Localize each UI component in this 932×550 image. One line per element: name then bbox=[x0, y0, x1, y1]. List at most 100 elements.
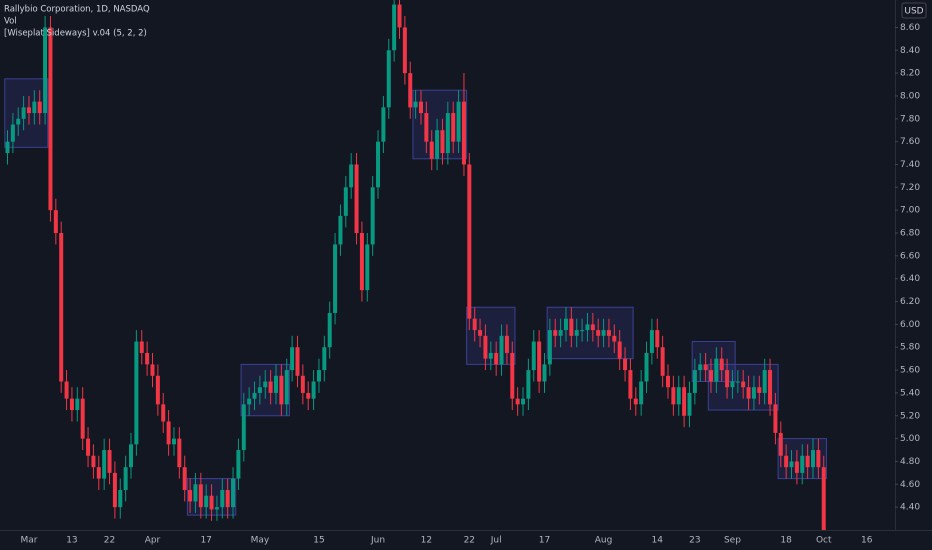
candle-body bbox=[129, 444, 134, 468]
candle-body bbox=[741, 381, 746, 388]
candle-body bbox=[107, 450, 112, 473]
y-tick-label: 5.00 bbox=[900, 434, 920, 444]
candle-body bbox=[531, 341, 536, 371]
y-tick-label: 7.80 bbox=[900, 114, 920, 124]
candle-body bbox=[478, 330, 483, 336]
chart-title: Rallybio Corporation, 1D, NASDAQ bbox=[4, 5, 150, 15]
x-tick-label: Apr bbox=[145, 536, 161, 546]
y-tick-label: 8.40 bbox=[900, 46, 920, 56]
candle-body bbox=[359, 233, 364, 291]
candle-body bbox=[714, 358, 719, 382]
candle-body bbox=[601, 330, 606, 336]
x-tick-label: 22 bbox=[104, 536, 115, 546]
y-tick-label: 5.40 bbox=[900, 388, 920, 398]
candle-body bbox=[504, 335, 509, 353]
candle-body bbox=[365, 244, 370, 291]
candle-body bbox=[69, 398, 74, 411]
candle-body bbox=[585, 324, 590, 331]
y-tick-label: 6.60 bbox=[900, 251, 920, 261]
candle-body bbox=[349, 164, 354, 188]
candle-body bbox=[698, 364, 703, 371]
x-tick-label: Jul bbox=[490, 536, 502, 546]
candle-body bbox=[155, 375, 160, 405]
x-tick-label: Aug bbox=[595, 536, 613, 546]
candle-body bbox=[150, 364, 155, 376]
candle-body bbox=[343, 187, 348, 216]
candle-body bbox=[381, 107, 386, 142]
candle-body bbox=[198, 484, 203, 508]
x-tick-label: 18 bbox=[780, 536, 792, 546]
candle-body bbox=[376, 141, 381, 188]
candle-body bbox=[558, 330, 563, 336]
candle-body bbox=[789, 461, 794, 468]
candle-body bbox=[762, 370, 767, 393]
candle-body bbox=[483, 335, 488, 359]
candle-body bbox=[612, 335, 617, 342]
candle-body bbox=[193, 484, 198, 502]
y-tick-label: 4.40 bbox=[900, 503, 920, 513]
candle-body bbox=[725, 370, 730, 388]
candle-body bbox=[515, 398, 520, 405]
candle-body bbox=[537, 341, 542, 382]
candle-body bbox=[735, 381, 740, 383]
candle-body bbox=[247, 398, 252, 405]
x-tick-label: Sep bbox=[724, 536, 741, 546]
candle-body bbox=[252, 392, 257, 399]
candle-body bbox=[26, 107, 31, 114]
candle-body bbox=[547, 330, 552, 365]
candle-body bbox=[134, 341, 139, 445]
candle-body bbox=[43, 27, 48, 114]
candle-body bbox=[37, 101, 42, 114]
candle-body bbox=[424, 113, 429, 142]
candle-body bbox=[778, 432, 783, 456]
currency-label[interactable]: USD bbox=[904, 7, 923, 17]
candle-body bbox=[166, 421, 171, 445]
candle-body bbox=[231, 478, 236, 508]
y-tick-label: 5.60 bbox=[900, 366, 920, 376]
candle-body bbox=[644, 352, 649, 382]
candle-body bbox=[96, 467, 101, 479]
candle-body bbox=[322, 347, 327, 371]
x-tick-label: 14 bbox=[652, 536, 664, 546]
candle-body bbox=[805, 455, 810, 468]
candle-body bbox=[295, 347, 300, 376]
candle-body bbox=[370, 187, 375, 245]
y-tick-label: 4.80 bbox=[900, 457, 920, 467]
candle-body bbox=[784, 455, 789, 468]
candle-body bbox=[257, 387, 262, 393]
x-tick-label: 13 bbox=[66, 536, 77, 546]
candle-body bbox=[445, 113, 450, 154]
candle-body bbox=[327, 312, 332, 348]
candle-body bbox=[397, 4, 402, 28]
candle-body bbox=[263, 381, 268, 388]
candle-body bbox=[542, 364, 547, 382]
candle-body bbox=[649, 330, 654, 353]
currency-badge[interactable] bbox=[901, 2, 927, 19]
candle-body bbox=[16, 118, 21, 125]
y-tick-label: 7.40 bbox=[900, 160, 920, 170]
candle-body bbox=[112, 472, 117, 508]
candle-body bbox=[209, 495, 214, 510]
candle-body bbox=[456, 101, 461, 142]
candle-body bbox=[666, 375, 671, 388]
x-tick-label: 22 bbox=[464, 536, 475, 546]
candle-body bbox=[64, 381, 69, 399]
candle-body bbox=[354, 164, 359, 234]
candle-body bbox=[435, 130, 440, 159]
candle-body bbox=[48, 27, 53, 211]
candle-body bbox=[139, 341, 144, 353]
candle-body bbox=[687, 392, 692, 416]
candle-body bbox=[719, 358, 724, 371]
candle-body bbox=[660, 347, 665, 376]
candle-body bbox=[768, 370, 773, 405]
candle-body bbox=[692, 370, 697, 393]
x-tick-label: Mar bbox=[20, 536, 37, 546]
candle-body bbox=[553, 330, 558, 336]
candle-body bbox=[102, 450, 107, 479]
x-tick-label: May bbox=[251, 536, 270, 546]
candle-body bbox=[274, 375, 278, 393]
candle-body bbox=[402, 27, 407, 74]
candle-body bbox=[145, 352, 150, 365]
candle-body bbox=[606, 330, 611, 336]
